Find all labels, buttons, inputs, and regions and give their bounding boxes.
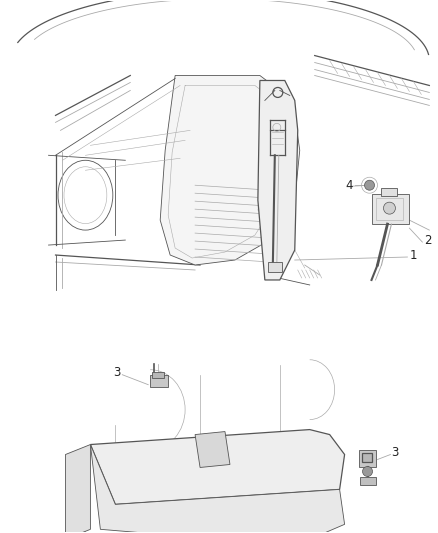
Polygon shape [90, 445, 345, 533]
Polygon shape [66, 445, 90, 533]
Bar [150, 375, 168, 386]
Bar [268, 262, 282, 272]
Polygon shape [195, 432, 230, 467]
Bar [381, 188, 397, 196]
Text: 2: 2 [424, 233, 432, 247]
Bar [361, 453, 371, 463]
Bar [375, 198, 403, 220]
Text: 4: 4 [345, 179, 353, 192]
Bar [360, 478, 375, 486]
Text: 1: 1 [410, 248, 417, 262]
Text: 3: 3 [113, 366, 120, 379]
Circle shape [364, 180, 374, 190]
Bar [371, 194, 410, 224]
Polygon shape [160, 76, 300, 265]
Circle shape [384, 202, 396, 214]
Text: 3: 3 [392, 446, 399, 459]
Polygon shape [258, 80, 298, 280]
Circle shape [363, 466, 372, 477]
Bar [359, 449, 377, 467]
Polygon shape [90, 430, 345, 504]
Bar [152, 372, 164, 378]
